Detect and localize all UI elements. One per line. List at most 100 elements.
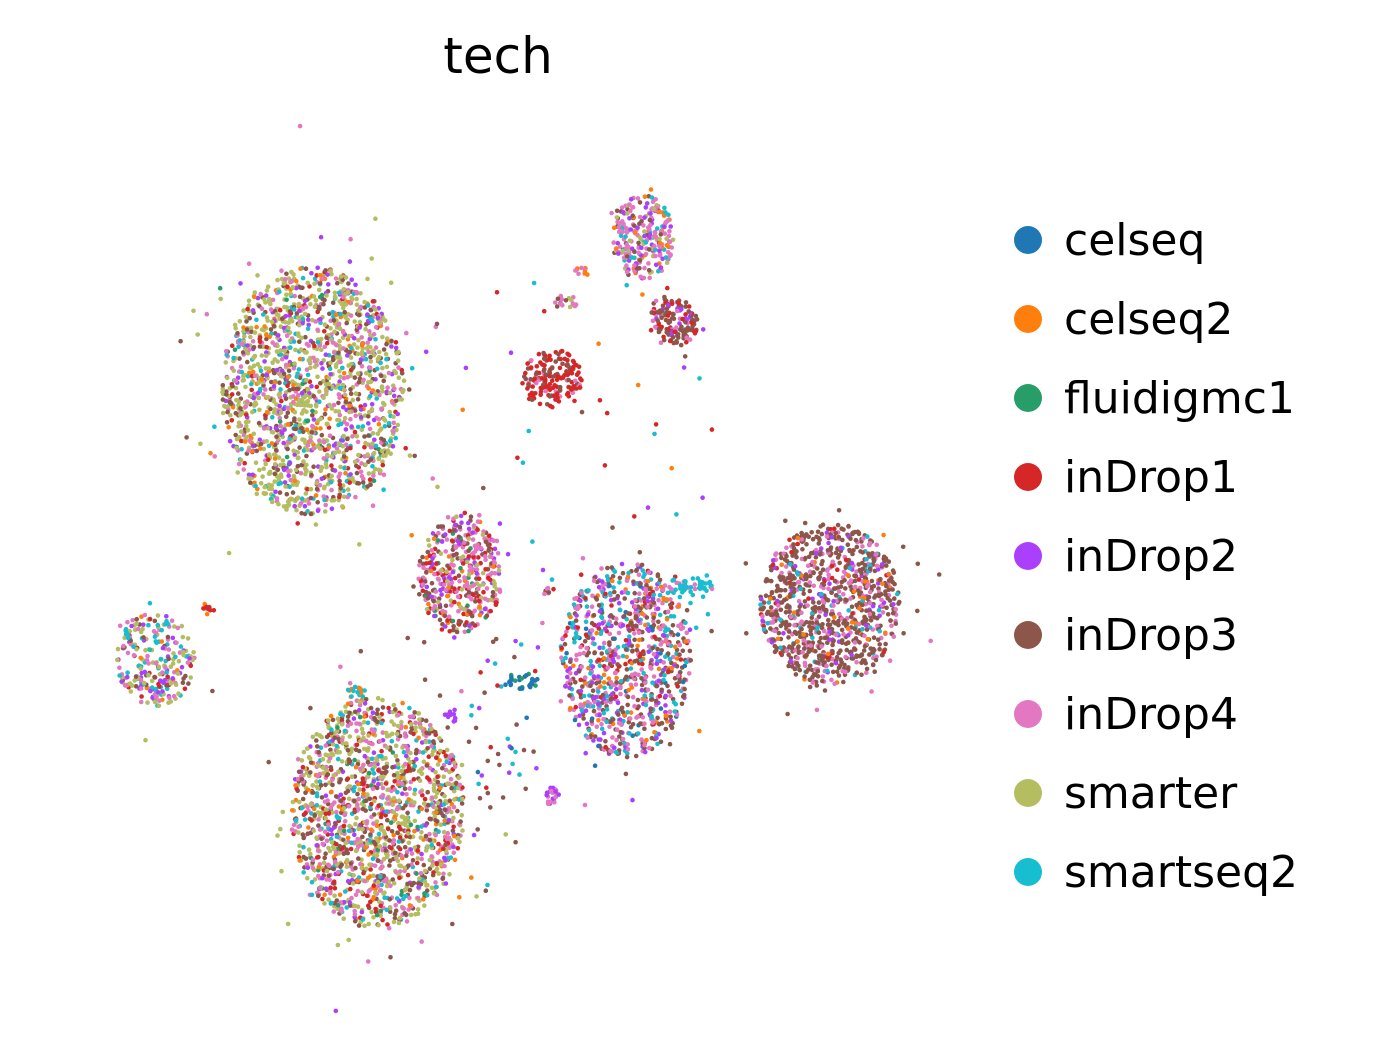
data-point-smarter [357, 542, 362, 547]
data-point-inDrop3 [303, 334, 308, 340]
data-point-inDrop2 [781, 631, 786, 636]
data-point-smartseq2 [351, 688, 356, 694]
data-point-inDrop3 [897, 599, 902, 605]
data-point-inDrop2 [371, 417, 377, 423]
data-point-inDrop3 [244, 327, 250, 332]
data-point-inDrop1 [147, 616, 153, 622]
data-point-inDrop3 [854, 544, 860, 550]
data-point-inDrop2 [419, 851, 424, 857]
data-point-inDrop4 [578, 644, 583, 650]
data-point-inDrop3 [786, 652, 791, 657]
data-point-celseq2 [272, 380, 278, 385]
data-point-fluidigmc1 [284, 297, 289, 303]
data-point-inDrop3 [656, 619, 661, 625]
data-point-smarter [475, 562, 480, 568]
data-point-smarter [314, 779, 319, 784]
data-point-inDrop3 [326, 873, 332, 879]
data-point-inDrop2 [367, 336, 373, 342]
data-point-smarter [264, 288, 270, 293]
data-point-inDrop1 [481, 589, 486, 595]
data-point-inDrop4 [390, 840, 396, 846]
data-point-inDrop3 [797, 604, 802, 609]
data-point-smartseq2 [627, 731, 632, 736]
data-point-smarter [290, 799, 296, 805]
data-point-smarter [370, 431, 376, 436]
data-point-inDrop2 [343, 427, 349, 432]
data-point-inDrop4 [667, 228, 672, 234]
data-point-inDrop3 [839, 627, 845, 633]
data-point-smarter [664, 236, 669, 241]
data-point-celseq2 [625, 574, 631, 579]
data-point-smarter [373, 216, 378, 221]
data-point-smartseq2 [384, 907, 390, 913]
data-point-inDrop3 [687, 648, 693, 654]
data-point-inDrop4 [145, 653, 150, 659]
data-point-inDrop3 [782, 587, 788, 593]
data-point-fluidigmc1 [375, 847, 381, 853]
data-point-inDrop4 [334, 809, 339, 815]
data-point-inDrop4 [641, 223, 646, 228]
data-point-smartseq2 [373, 337, 378, 342]
data-point-inDrop4 [795, 580, 801, 585]
data-point-inDrop4 [323, 502, 329, 508]
data-point-smartseq2 [317, 779, 323, 784]
data-point-inDrop4 [356, 807, 361, 812]
data-point-smarter [474, 894, 479, 899]
data-point-inDrop3 [787, 622, 792, 628]
data-point-inDrop4 [353, 494, 358, 500]
data-point-smarter [376, 922, 381, 928]
data-point-inDrop1 [339, 717, 345, 723]
data-point-inDrop4 [616, 655, 621, 660]
data-point-inDrop3 [481, 485, 486, 491]
data-point-inDrop4 [246, 448, 251, 453]
data-point-inDrop3 [870, 649, 875, 655]
data-point-smartseq2 [705, 611, 711, 617]
data-point-smartseq2 [407, 705, 412, 711]
data-point-inDrop3 [828, 545, 834, 550]
data-point-inDrop3 [810, 536, 816, 542]
data-point-inDrop4 [656, 598, 661, 603]
data-point-smarter [441, 774, 447, 779]
data-point-inDrop1 [539, 376, 545, 381]
data-point-inDrop3 [876, 592, 881, 598]
data-point-smarter [312, 364, 318, 370]
data-point-inDrop3 [331, 866, 337, 872]
data-point-smarter [366, 471, 372, 476]
data-point-inDrop3 [412, 710, 418, 715]
data-point-inDrop3 [375, 707, 380, 713]
data-point-inDrop4 [305, 804, 310, 810]
data-point-smartseq2 [393, 435, 399, 441]
data-point-inDrop4 [404, 330, 409, 336]
data-point-inDrop3 [809, 615, 815, 620]
data-point-inDrop4 [135, 626, 141, 632]
data-point-inDrop2 [628, 197, 634, 202]
data-point-inDrop3 [771, 595, 776, 601]
data-point-smarter [243, 314, 249, 320]
data-point-inDrop4 [687, 337, 693, 342]
data-point-inDrop2 [635, 225, 640, 231]
data-point-inDrop4 [304, 341, 310, 347]
data-point-celseq2 [610, 578, 615, 584]
data-point-inDrop3 [599, 651, 604, 656]
data-point-smarter [284, 504, 289, 509]
data-point-smarter [433, 769, 438, 775]
data-point-smarter [396, 375, 402, 381]
data-point-inDrop1 [364, 893, 370, 898]
data-point-inDrop3 [309, 430, 315, 435]
data-point-inDrop3 [610, 574, 616, 579]
data-point-inDrop3 [657, 577, 663, 583]
data-point-inDrop3 [636, 704, 641, 709]
data-point-smartseq2 [628, 666, 634, 671]
data-point-smarter [359, 726, 365, 732]
data-point-inDrop3 [594, 681, 599, 686]
data-point-inDrop2 [430, 556, 435, 561]
data-point-inDrop4 [385, 796, 390, 801]
data-point-smarter [310, 734, 316, 740]
data-point-smartseq2 [344, 905, 350, 910]
data-point-smarter [308, 434, 314, 440]
data-point-inDrop4 [353, 892, 359, 898]
data-point-inDrop2 [160, 645, 166, 651]
data-point-inDrop3 [813, 649, 818, 654]
data-point-fluidigmc1 [388, 820, 394, 825]
data-point-smarter [385, 787, 390, 793]
